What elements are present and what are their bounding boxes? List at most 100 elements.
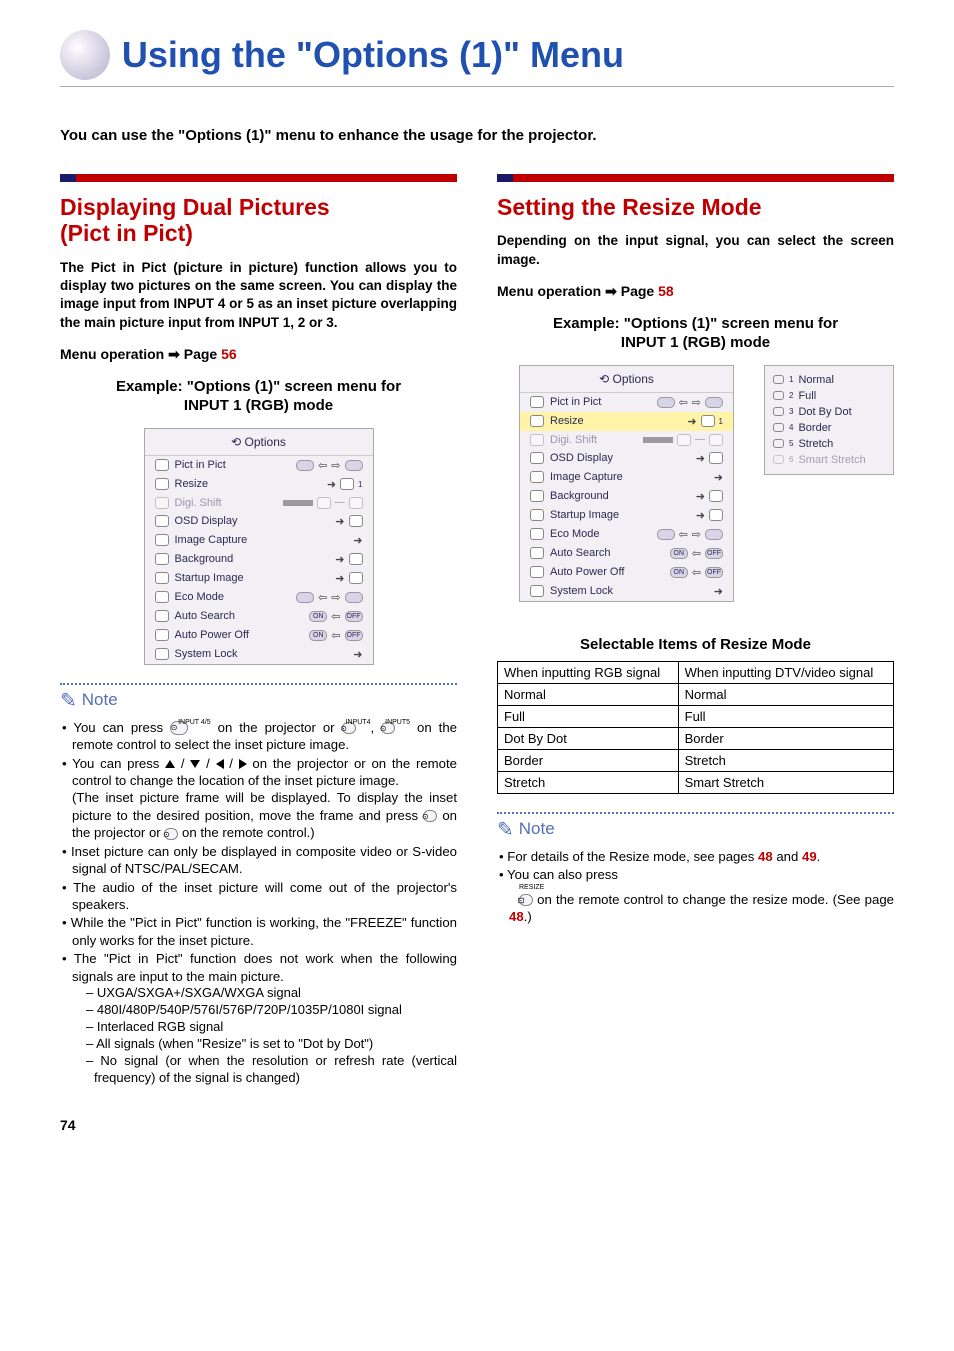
right-arrow-icon: ⇨ [692,396,701,409]
ex-l2: INPUT 1 (RGB) mode [621,334,770,351]
note-separator [497,812,894,814]
menu-row-icon [530,547,544,559]
menu-row-text: Auto Power Off [175,629,249,641]
page-link-48b[interactable]: 48 [509,909,524,924]
menu-row-icon [155,497,169,509]
note-label: Note [82,690,118,710]
menu-row-text: Auto Search [175,610,236,622]
menu-row-text: Resize [550,415,584,427]
menu-row: Auto SearchON⇦ OFF [145,607,373,626]
menu-row-icon [155,610,169,622]
menu-row-text: OSD Display [175,515,238,527]
page-number: 74 [60,1117,894,1133]
opt-icon [349,572,363,584]
menu-row-icon [530,396,544,408]
menu-row-label: System Lock [155,648,238,660]
menu-row-label: Resize [155,478,209,490]
menu-row-text: System Lock [175,648,238,660]
page-link-49[interactable]: 49 [802,849,817,864]
opt-icon [709,452,723,464]
left-arrow-icon: ⇦ [679,528,688,541]
menu-row: Pict in Pict ⇦⇨ [145,456,373,475]
right-arrow-icon: ➜ [696,509,705,522]
page-title: Using the "Options (1)" Menu [122,34,624,76]
submenu-num: 2 [789,391,793,400]
page-link-58[interactable]: 58 [658,283,674,299]
submenu-label: Smart Stretch [798,454,865,466]
note-item: You can press / / / on the projector or … [62,755,457,842]
right-note-list: For details of the Resize mode, see page… [497,848,894,926]
menu-row-icon [155,553,169,565]
note6-sublist: UXGA/SXGA+/SXGA/WXGA signal480I/480P/540… [72,985,457,1086]
t: The "Pict in Pict" function does not wor… [72,951,457,983]
menu-row: Auto Power OffON⇦ OFF [145,626,373,645]
menu-row-value: ON⇦ OFF [670,547,723,560]
off-pill [705,397,723,408]
right-example-caption: Example: "Options (1)" screen menu for I… [497,314,894,353]
menu-row-icon [155,591,169,603]
on-pill: ON [309,630,327,641]
table-cell: Full [678,705,893,727]
menu-row-value: ➜ [335,515,362,528]
submenu-row: 2 Full [773,388,885,404]
menu-row-icon [155,629,169,641]
menu-header: ⟲ Options [520,366,733,393]
opt-num: 1 [719,417,723,426]
right-arrow-icon: ➜ [687,415,696,428]
page-link-56[interactable]: 56 [221,346,237,362]
submenu-num: 4 [789,423,793,432]
right-arrow-icon: ➜ [696,452,705,465]
off-pill: OFF [705,548,723,559]
menu-row-label: Auto Power Off [530,566,624,578]
left-heading: Displaying Dual Pictures (Pict in Pict) [60,194,457,247]
off-pill: OFF [345,630,363,641]
menu-row: OSD Display ➜ [520,449,733,468]
right-arrow-icon: ➜ [714,585,723,598]
left-example-caption: Example: "Options (1)" screen menu for I… [60,377,457,416]
menu-row-value: ⇦⇨ [296,591,362,604]
menu-operation-right: Menu operation ➡ Page 58 [497,283,894,300]
note-item: The "Pict in Pict" function does not wor… [62,950,457,1086]
menu-row-text: Background [550,490,609,502]
note-item: You can also press RESIZE⊡ on the remote… [499,866,894,925]
menu-row-icon [155,478,169,490]
on-pill: ON [309,611,327,622]
submenu-label: Normal [798,374,833,386]
left-note-list: You can press ⊙INPUT 4/5 on the projecto… [60,719,457,1087]
on-pill [296,460,314,471]
table-row: Dot By DotBorder [498,727,894,749]
pict-in-pict-label: Pict in Pict [68,220,186,246]
opt-icon [340,478,354,490]
t: on the projector or [211,720,342,735]
menu-row: Image Capture ➜ [145,531,373,550]
t: . [817,849,821,864]
menu-row-label: Pict in Pict [155,459,226,471]
menu-row-value: ➜ [714,585,723,598]
menu-row-icon [530,452,544,464]
menu-row-label: Pict in Pict [530,396,601,408]
table-row: FullFull [498,705,894,727]
menu-row-text: Eco Mode [175,591,225,603]
submenu-row: 4 Border [773,420,885,436]
menu-row-value: ➜ [696,452,723,465]
page-link-48[interactable]: 48 [758,849,773,864]
ring-icon [773,439,784,448]
menu-row-value: ➜ [353,534,362,547]
menu-row: Auto SearchON⇦ OFF [520,544,733,563]
menu-row-label: OSD Display [530,452,613,464]
right-arrow-icon: ⇨ [331,591,340,604]
slider-end [709,434,723,446]
menu-row-label: Background [530,490,609,502]
table-cell: Full [498,705,679,727]
menu-row-label: Image Capture [155,534,248,546]
sublist-item: Interlaced RGB signal [86,1019,457,1036]
off-pill [705,529,723,540]
ring-icon [773,455,784,464]
resize-submenu: 1 Normal2 Full3 Dot By Dot4 Border5 Stre… [764,365,894,475]
menu-row-value: ⇦⇨ [296,459,362,472]
on-pill: ON [670,548,688,559]
right-arrow-icon: ➜ [696,490,705,503]
note-item: You can press ⊙INPUT 4/5 on the projecto… [62,719,457,754]
menu-row-text: Pict in Pict [175,459,226,471]
menu-row-label: Digi. Shift [530,434,597,446]
